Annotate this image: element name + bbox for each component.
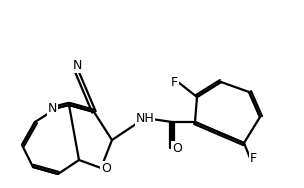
Text: N: N	[72, 59, 82, 72]
Text: F: F	[250, 152, 257, 164]
Text: O: O	[101, 161, 111, 174]
Text: NH: NH	[136, 111, 154, 124]
Text: F: F	[171, 76, 178, 89]
Text: N: N	[48, 102, 57, 114]
Text: O: O	[172, 142, 182, 155]
